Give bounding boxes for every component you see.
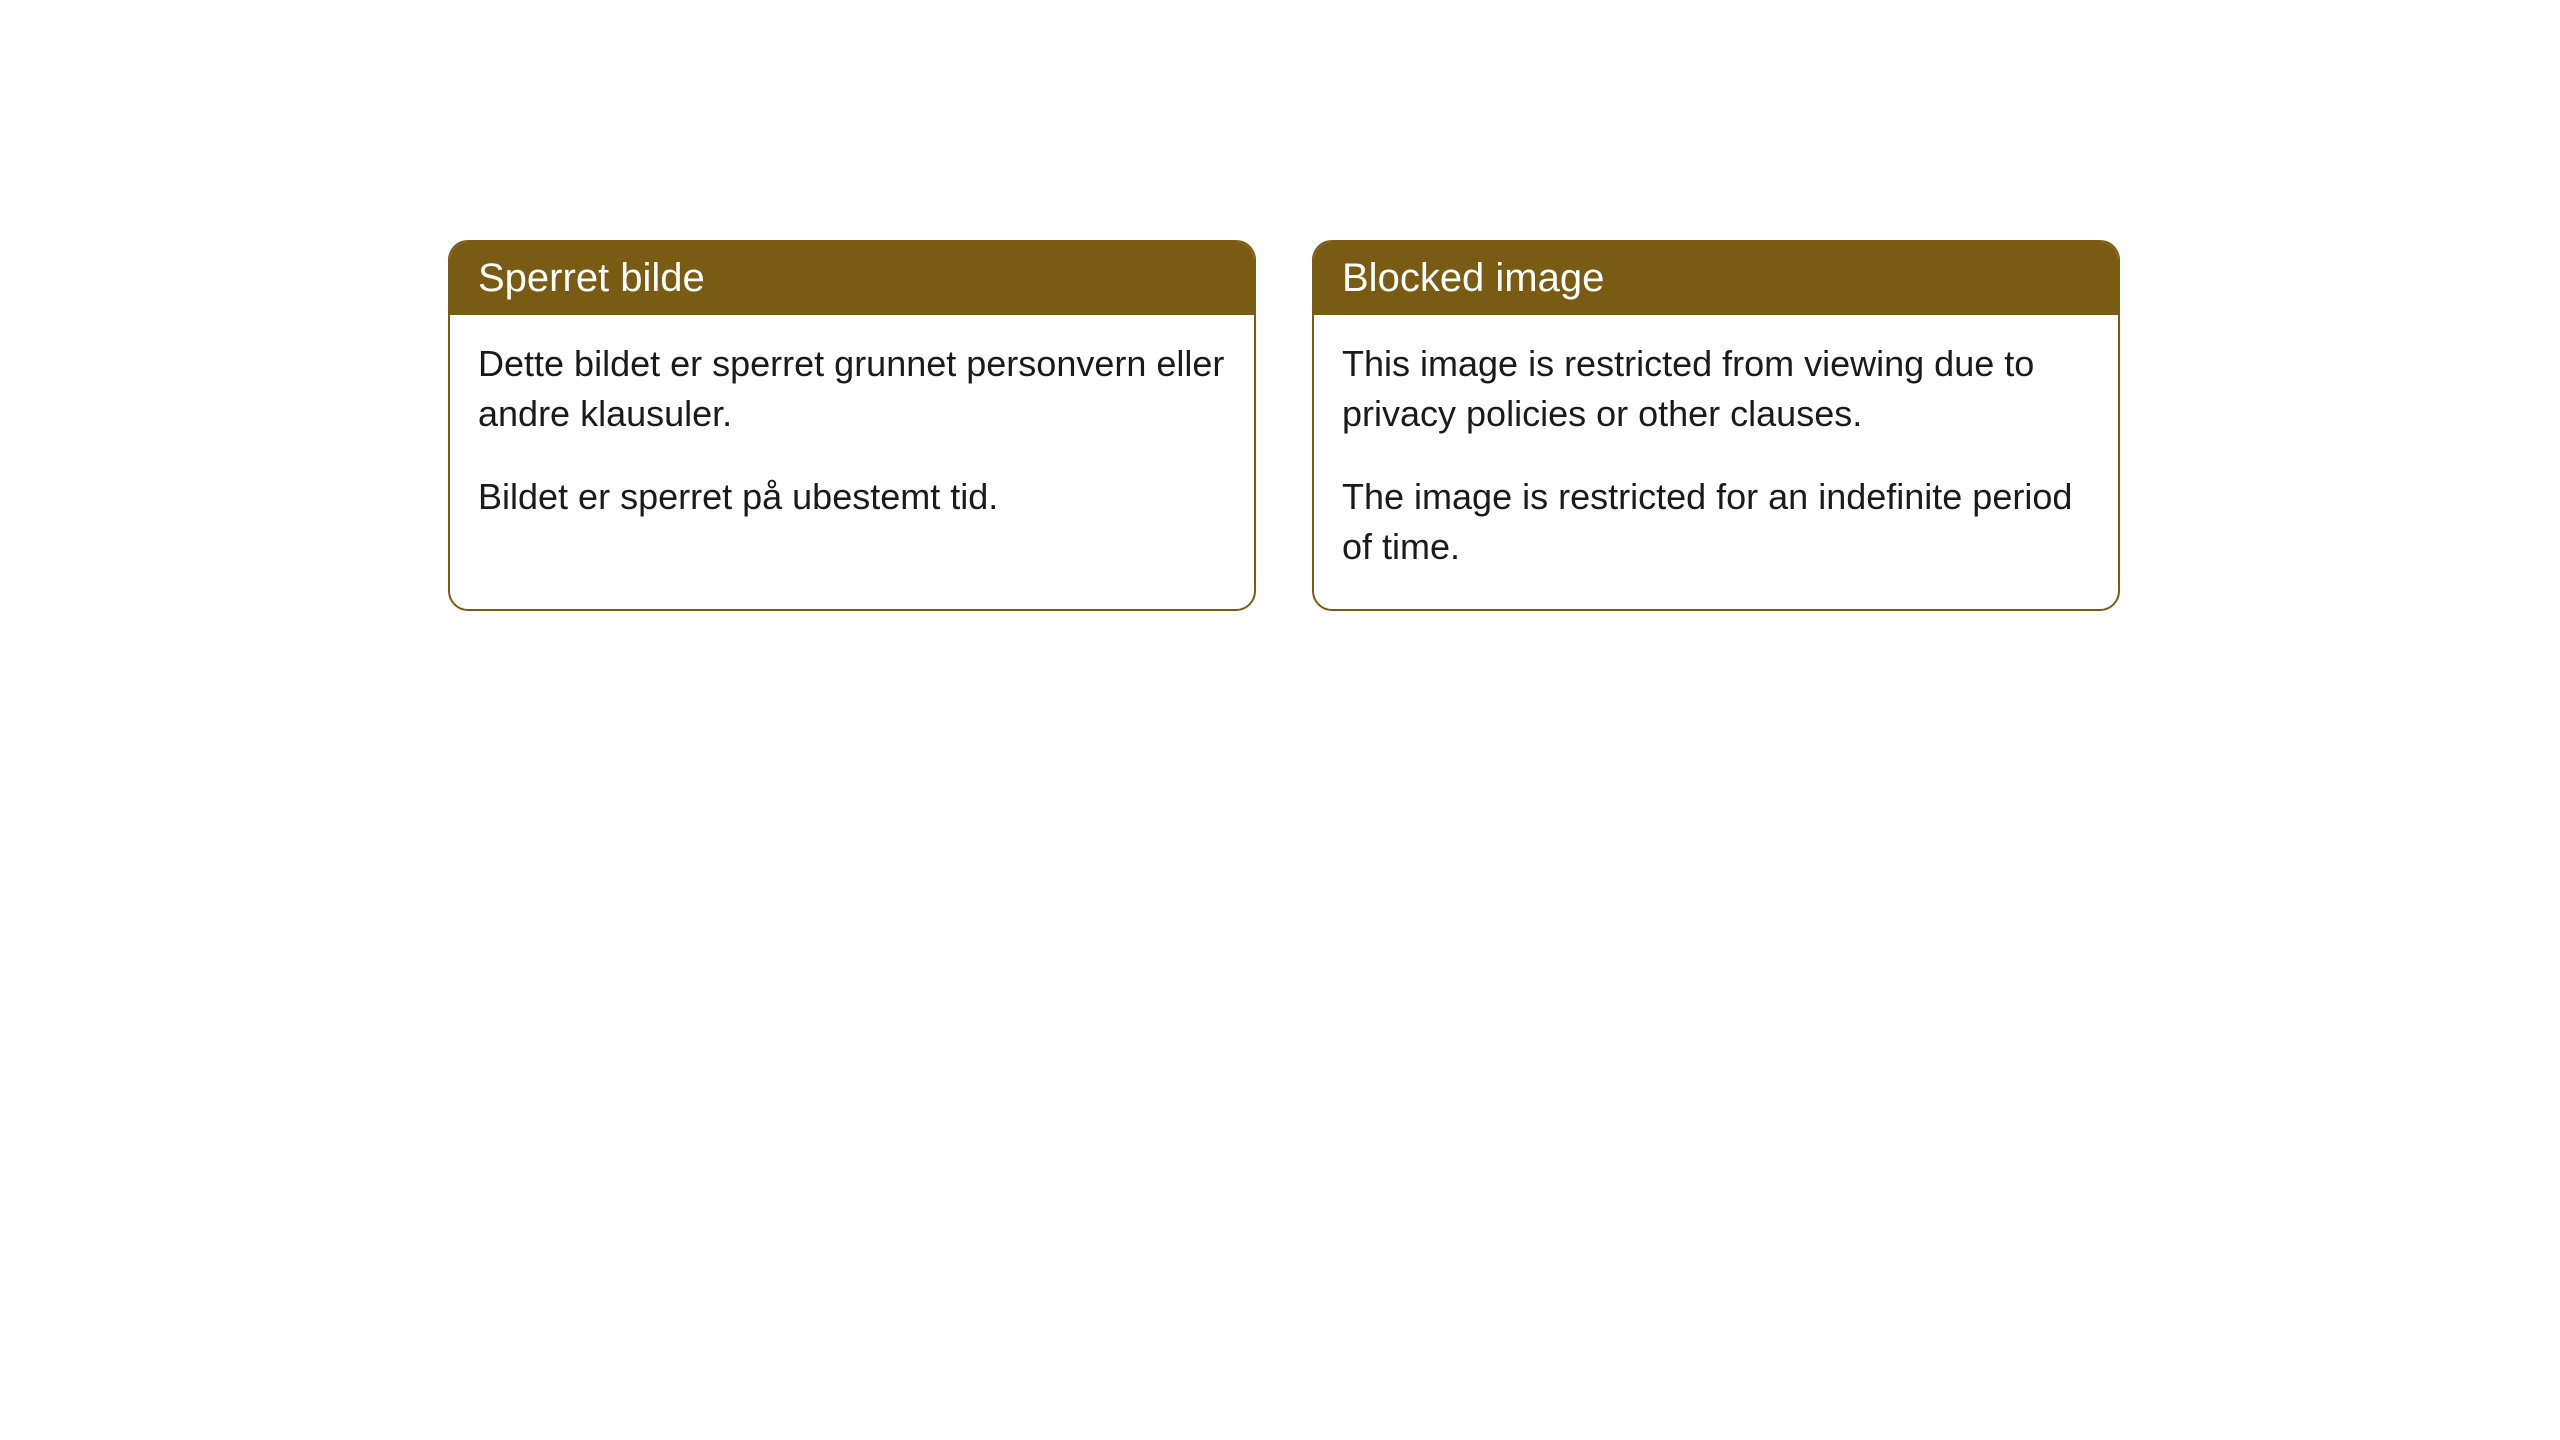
card-body: This image is restricted from viewing du… — [1314, 315, 2118, 609]
notice-card-norwegian: Sperret bilde Dette bildet er sperret gr… — [448, 240, 1256, 611]
card-header: Sperret bilde — [450, 242, 1254, 315]
card-paragraph: The image is restricted for an indefinit… — [1342, 472, 2090, 573]
card-body: Dette bildet er sperret grunnet personve… — [450, 315, 1254, 558]
card-header: Blocked image — [1314, 242, 2118, 315]
notice-container: Sperret bilde Dette bildet er sperret gr… — [0, 0, 2560, 611]
card-paragraph: This image is restricted from viewing du… — [1342, 339, 2090, 440]
notice-card-english: Blocked image This image is restricted f… — [1312, 240, 2120, 611]
card-paragraph: Dette bildet er sperret grunnet personve… — [478, 339, 1226, 440]
card-paragraph: Bildet er sperret på ubestemt tid. — [478, 472, 1226, 522]
